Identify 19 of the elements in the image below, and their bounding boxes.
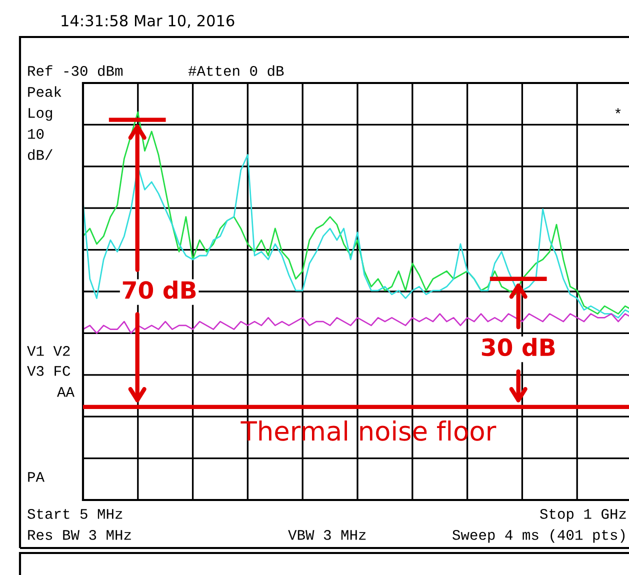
text: Sweep 4 ms (401 pts) xyxy=(452,529,625,543)
text: VBW 3 MHz xyxy=(288,530,366,540)
text: Ref -30 dBm xyxy=(28,65,123,76)
text: Res BW 3 MHz xyxy=(28,530,131,540)
chart-title: 14:31:58 Mar 10, 2016 xyxy=(62,14,234,28)
text: AA xyxy=(57,387,74,397)
annotation: 30 dB xyxy=(482,338,555,356)
text: PA xyxy=(28,472,44,482)
text: 10 xyxy=(28,129,44,139)
annotation: 70 dB xyxy=(122,280,196,299)
text: Stop 1 GHz xyxy=(540,509,626,522)
text: V3 FC xyxy=(27,366,70,376)
text: Log xyxy=(28,108,52,121)
text: V1 V2 xyxy=(27,346,70,356)
text: Peak xyxy=(28,86,62,97)
annotation: * xyxy=(615,108,621,114)
text: Start 5 MHz xyxy=(28,509,122,519)
text: #Atten 0 dB xyxy=(188,65,284,76)
text: dB/ xyxy=(28,149,52,160)
